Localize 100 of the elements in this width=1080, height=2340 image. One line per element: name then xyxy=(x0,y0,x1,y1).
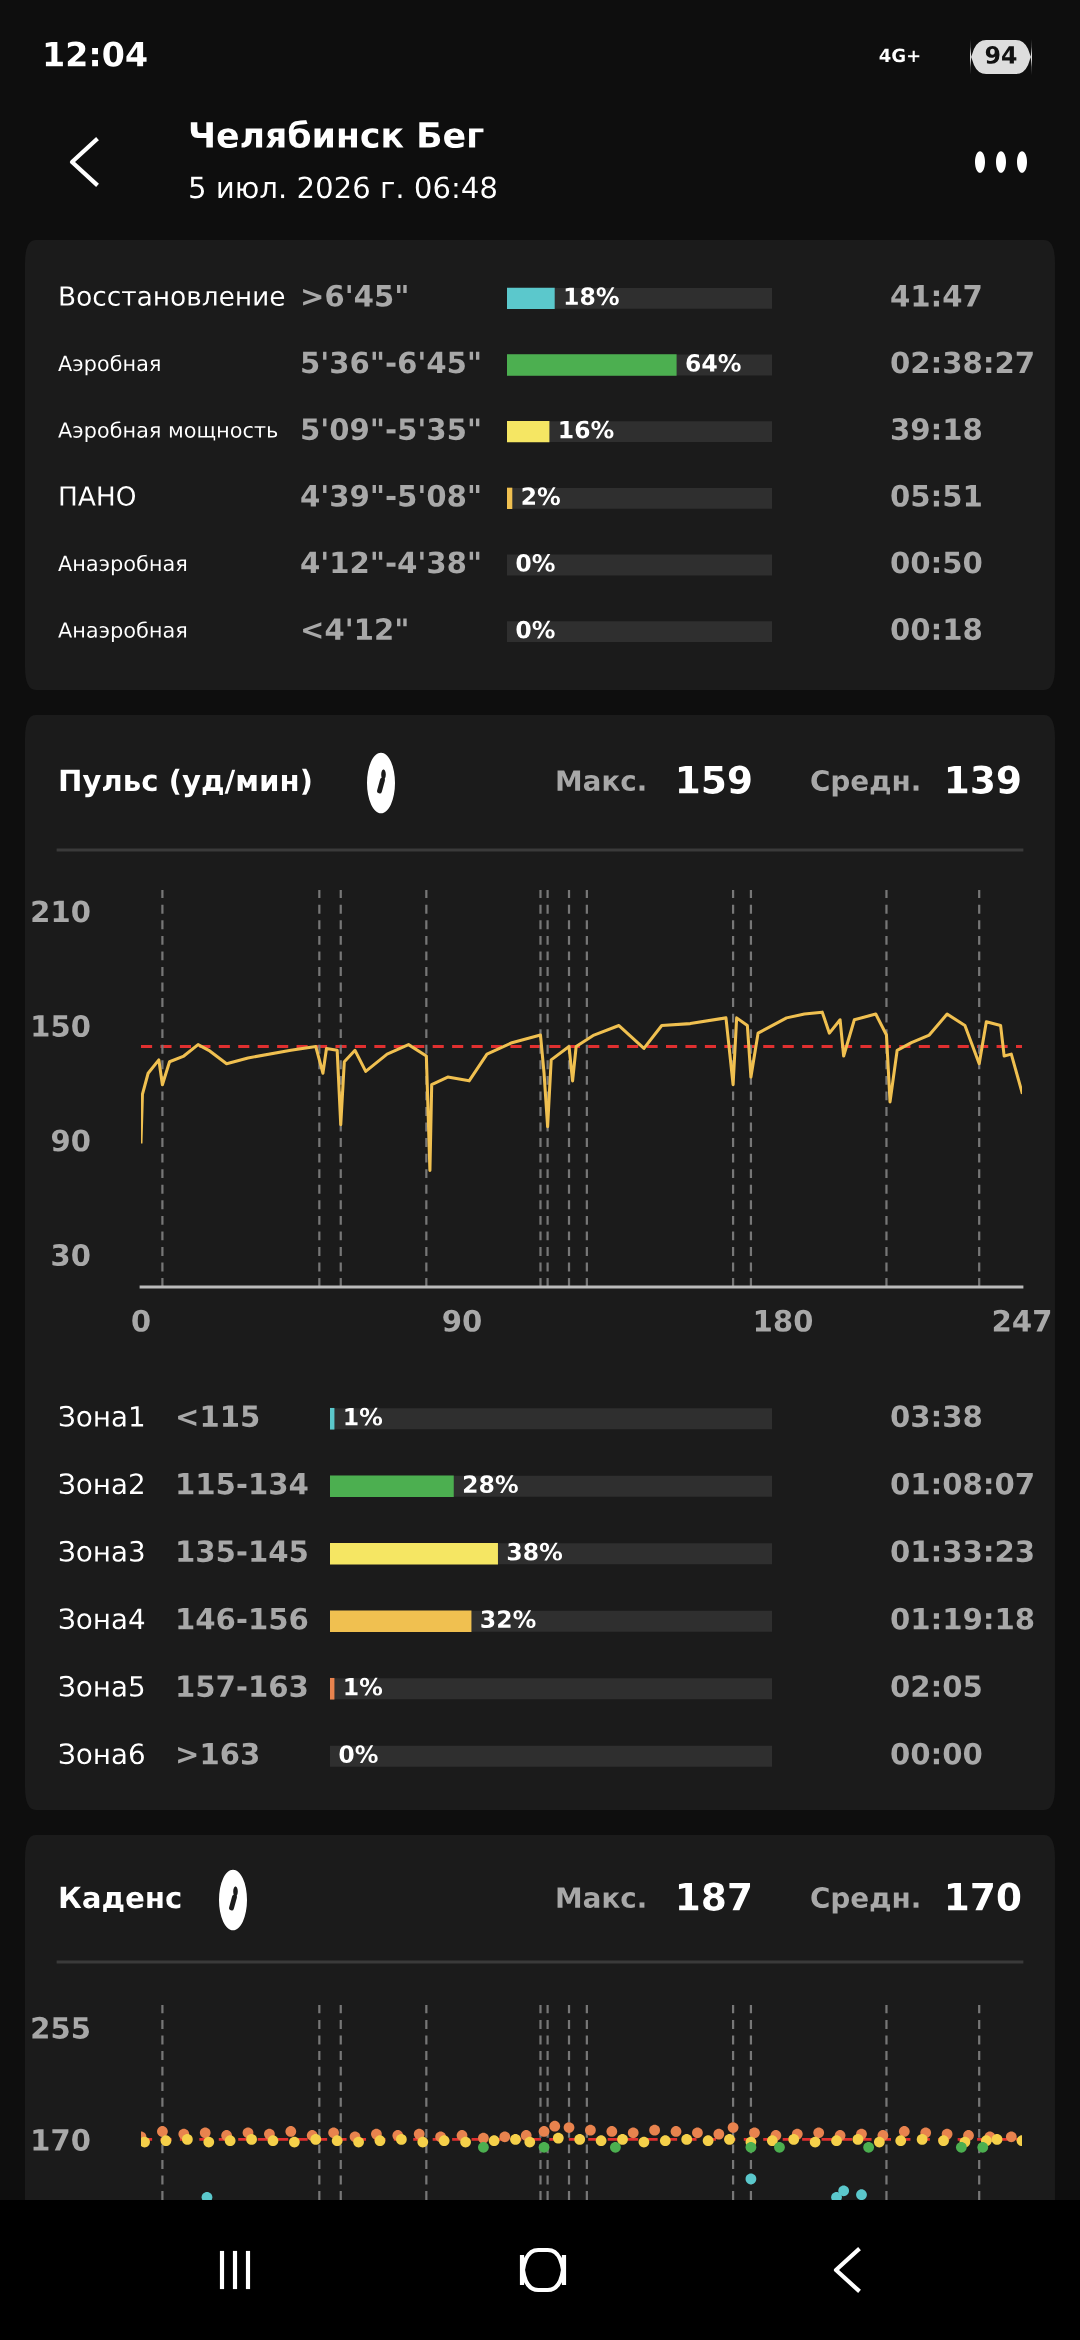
point xyxy=(831,2191,842,2200)
text: 00:00 xyxy=(891,1742,982,1765)
data-label: 28% xyxy=(463,1475,518,1494)
data-label: 32% xyxy=(481,1610,536,1629)
data-label: 0% xyxy=(339,1745,378,1764)
category-label: Зона4 xyxy=(59,1608,145,1630)
text: Средн. xyxy=(811,770,919,797)
point xyxy=(157,2126,168,2137)
point xyxy=(627,2127,639,2139)
point xyxy=(417,2136,429,2148)
category-label: Зона1 xyxy=(59,1405,144,1427)
text: 135-145 xyxy=(178,1540,307,1563)
text: 41:47 xyxy=(891,285,981,307)
point xyxy=(610,2141,621,2153)
data-label: 64% xyxy=(686,353,741,372)
text: 05:51 xyxy=(891,484,981,507)
x-tick-label: 180 xyxy=(755,1309,813,1332)
point xyxy=(549,2120,561,2132)
text: 5'09"-5'35" xyxy=(302,418,480,441)
text: <115 xyxy=(178,1405,259,1428)
text: 12:04 xyxy=(45,41,147,67)
point xyxy=(510,2134,521,2145)
point xyxy=(396,2134,407,2145)
point xyxy=(745,2173,757,2185)
category-label: Аэробная мощность xyxy=(58,421,278,442)
point xyxy=(201,2191,213,2200)
point xyxy=(649,2124,660,2136)
point xyxy=(246,2134,257,2145)
point xyxy=(181,2134,193,2145)
point xyxy=(727,2122,739,2133)
text: 146-156 xyxy=(178,1607,308,1630)
point xyxy=(955,2141,967,2153)
bar xyxy=(330,1407,335,1430)
text: 187 xyxy=(678,1882,751,1911)
text: 00:18 xyxy=(891,618,982,641)
category-label: ПАНО xyxy=(60,486,136,506)
text: 01:33:23 xyxy=(891,1540,1033,1563)
text: Макс. xyxy=(557,770,645,792)
point xyxy=(374,2135,386,2147)
point xyxy=(460,2136,471,2148)
point xyxy=(606,2126,618,2137)
category-label: Зона6 xyxy=(59,1743,144,1765)
x-tick-label: 247 xyxy=(993,1309,1051,1332)
line-series xyxy=(141,1010,1022,1173)
category-label: Аэробная xyxy=(58,354,160,376)
category-label: Зона3 xyxy=(59,1540,144,1562)
chart-subtitle: 5 июл. 2026 г. 06:48 xyxy=(190,176,496,199)
point xyxy=(856,2189,867,2200)
point xyxy=(977,2141,989,2153)
text: 01:08:07 xyxy=(891,1472,1033,1495)
text: 170 xyxy=(947,1882,1021,1911)
point xyxy=(831,2135,842,2147)
point xyxy=(617,2134,628,2145)
point xyxy=(199,2127,211,2139)
text: 4'12"-4'38" xyxy=(301,551,480,574)
point xyxy=(681,2134,693,2145)
point xyxy=(813,2127,825,2139)
text: 4G+ xyxy=(879,48,920,63)
point xyxy=(659,2135,671,2147)
point xyxy=(538,2141,550,2153)
y-tick-label: 210 xyxy=(32,900,90,923)
text: >163 xyxy=(178,1742,258,1765)
point xyxy=(438,2135,450,2147)
point xyxy=(788,2134,800,2145)
point xyxy=(838,2185,850,2197)
point xyxy=(563,2122,575,2133)
data-label: 2% xyxy=(522,487,560,506)
data-label: 18% xyxy=(565,287,619,306)
text: 94 xyxy=(985,46,1017,64)
y-tick-label: 90 xyxy=(51,1129,90,1152)
point xyxy=(749,2127,760,2139)
bar xyxy=(507,421,550,443)
point xyxy=(916,2134,928,2145)
point xyxy=(873,2136,885,2148)
point xyxy=(488,2135,500,2147)
text: 02:38:27 xyxy=(891,351,1033,374)
point xyxy=(724,2134,735,2145)
point xyxy=(499,2131,511,2143)
data-label: 38% xyxy=(507,1542,563,1561)
bar xyxy=(507,287,555,309)
chart-title: Пульс (уд/мин) xyxy=(60,768,311,798)
y-tick-label: 30 xyxy=(52,1243,90,1267)
point xyxy=(1005,2131,1017,2143)
point xyxy=(774,2141,785,2153)
category-label: Зона5 xyxy=(59,1675,144,1697)
category-label: Анаэробная xyxy=(58,554,187,576)
data-label: 0% xyxy=(516,620,555,639)
point xyxy=(353,2136,364,2148)
point xyxy=(638,2136,650,2148)
point xyxy=(702,2135,714,2147)
y-tick-label: 150 xyxy=(33,1014,90,1038)
point xyxy=(478,2141,489,2153)
point xyxy=(670,2126,682,2137)
point xyxy=(852,2134,864,2145)
text: 139 xyxy=(947,765,1020,794)
point xyxy=(809,2136,821,2148)
chart-title: Челябинск Бег xyxy=(190,120,484,149)
text: 115-134 xyxy=(178,1472,308,1495)
point xyxy=(552,2132,564,2144)
bar xyxy=(507,487,513,509)
